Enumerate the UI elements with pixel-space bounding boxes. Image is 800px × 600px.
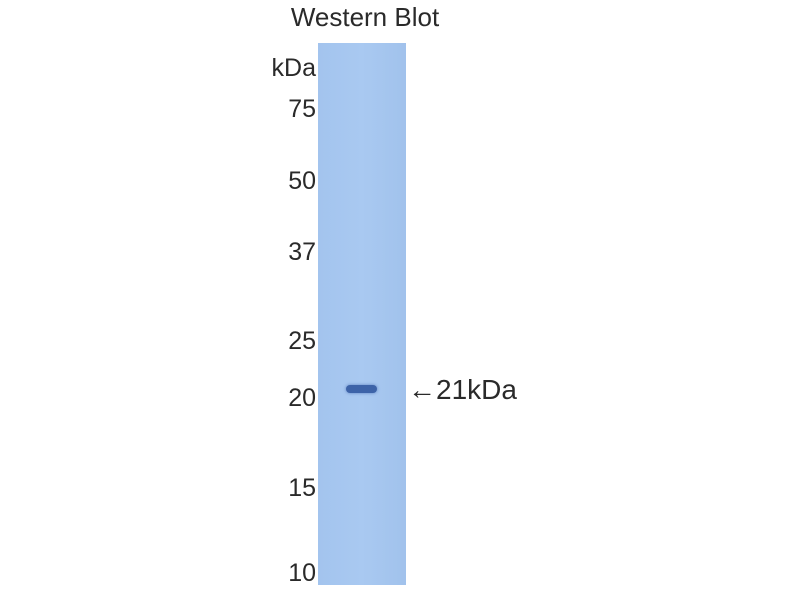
blot-lane xyxy=(318,43,406,585)
protein-band xyxy=(346,385,377,393)
marker-50: 50 xyxy=(288,167,316,195)
band-annotation: ←21kDa xyxy=(408,374,517,406)
marker-37: 37 xyxy=(288,238,316,266)
unit-label: kDa xyxy=(271,54,316,82)
marker-75: 75 xyxy=(288,95,316,123)
band-size-label: 21kDa xyxy=(436,374,517,405)
marker-10: 10 xyxy=(288,559,316,587)
marker-15: 15 xyxy=(288,474,316,502)
marker-25: 25 xyxy=(288,327,316,355)
marker-20: 20 xyxy=(288,384,316,412)
blot-title: Western Blot xyxy=(290,2,440,32)
left-arrow-icon: ← xyxy=(408,374,436,405)
